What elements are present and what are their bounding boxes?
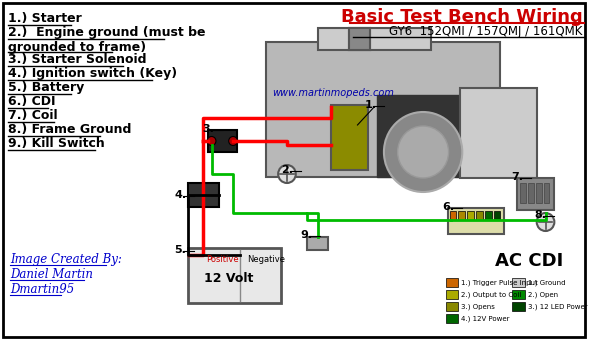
Bar xyxy=(512,278,525,287)
Bar xyxy=(467,211,474,220)
Circle shape xyxy=(207,136,216,146)
Bar xyxy=(512,302,525,311)
Bar xyxy=(460,88,537,178)
Text: 1.: 1. xyxy=(364,100,376,110)
Text: 1.) Starter: 1.) Starter xyxy=(8,12,82,25)
Bar xyxy=(544,183,550,203)
Text: 7.) Coil: 7.) Coil xyxy=(8,109,58,122)
Bar xyxy=(536,183,542,203)
Text: 8.: 8. xyxy=(535,210,547,220)
Bar xyxy=(307,237,328,250)
Polygon shape xyxy=(349,28,370,50)
Bar xyxy=(377,95,465,177)
Text: 9.: 9. xyxy=(301,230,313,240)
Circle shape xyxy=(537,213,554,231)
Circle shape xyxy=(384,112,462,192)
Text: 4.) 12V Power: 4.) 12V Power xyxy=(461,315,510,322)
Circle shape xyxy=(229,136,238,146)
Bar xyxy=(446,290,458,299)
Circle shape xyxy=(398,126,449,178)
Bar xyxy=(349,28,370,50)
Bar xyxy=(517,178,554,210)
Bar xyxy=(446,302,458,311)
Text: 3.: 3. xyxy=(203,124,215,134)
Bar xyxy=(494,211,500,220)
Text: GY6  152QMI / 157QMJ / 161QMK: GY6 152QMI / 157QMJ / 161QMK xyxy=(389,25,583,38)
Bar xyxy=(449,211,457,220)
Text: 5.) Battery: 5.) Battery xyxy=(8,81,84,94)
Text: 3.) 12 LED Power: 3.) 12 LED Power xyxy=(528,303,587,309)
Bar xyxy=(476,211,483,220)
Bar xyxy=(208,130,237,152)
Text: 1.) Ground: 1.) Ground xyxy=(528,279,565,286)
Bar xyxy=(458,211,465,220)
Bar xyxy=(485,211,491,220)
Text: 6.) CDI: 6.) CDI xyxy=(8,95,55,108)
Text: 4.) Ignition switch (Key): 4.) Ignition switch (Key) xyxy=(8,67,177,80)
Bar xyxy=(520,183,526,203)
Text: www.martinmopeds.com: www.martinmopeds.com xyxy=(272,88,394,98)
Text: 3.) Starter Solenoid: 3.) Starter Solenoid xyxy=(8,53,146,66)
Bar xyxy=(331,105,368,170)
Text: 7.: 7. xyxy=(511,172,523,182)
Bar xyxy=(266,42,500,177)
Text: 4.: 4. xyxy=(175,190,187,200)
Text: Dmartin95: Dmartin95 xyxy=(10,283,74,296)
Text: 2.: 2. xyxy=(281,165,293,175)
Text: 12 Volt: 12 Volt xyxy=(205,272,254,285)
Text: Basic Test Bench Wiring: Basic Test Bench Wiring xyxy=(341,8,583,26)
Text: Positive: Positive xyxy=(206,255,238,264)
Bar xyxy=(188,248,281,303)
Bar xyxy=(446,314,458,323)
Text: 3.) Opens: 3.) Opens xyxy=(461,303,495,309)
Text: 8.) Frame Ground: 8.) Frame Ground xyxy=(8,123,131,136)
Text: 2.) Open: 2.) Open xyxy=(528,291,558,298)
Text: AC CDI: AC CDI xyxy=(495,252,563,270)
Text: 2.)  Engine ground (must be
grounded to frame): 2.) Engine ground (must be grounded to f… xyxy=(8,26,205,54)
Bar xyxy=(448,208,505,234)
Text: 6.: 6. xyxy=(443,202,455,212)
Text: Image Created By:: Image Created By: xyxy=(10,253,122,266)
Bar xyxy=(528,183,534,203)
Text: Daniel Martin: Daniel Martin xyxy=(10,268,93,281)
Text: 1.) Trigger Pulse Input: 1.) Trigger Pulse Input xyxy=(461,279,538,286)
Bar xyxy=(188,183,220,207)
Text: Negative: Negative xyxy=(247,255,285,264)
Bar xyxy=(319,28,431,50)
Bar xyxy=(512,290,525,299)
Text: 9.) Kill Switch: 9.) Kill Switch xyxy=(8,137,104,150)
Circle shape xyxy=(278,165,296,183)
Text: 5.: 5. xyxy=(175,245,186,255)
Text: 2.) Output to Coil: 2.) Output to Coil xyxy=(461,291,521,298)
Bar xyxy=(446,278,458,287)
